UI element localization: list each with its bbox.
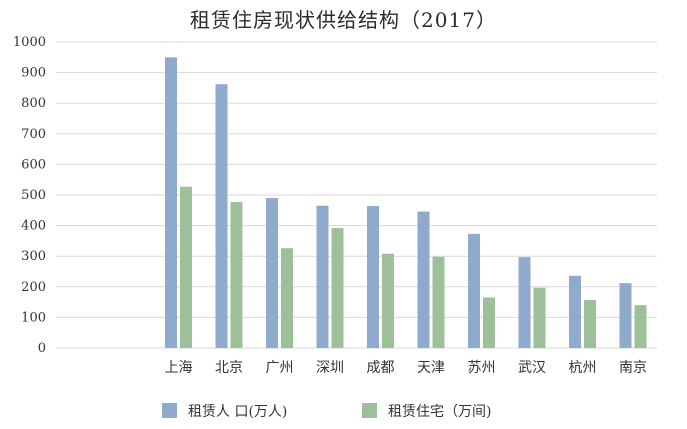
bar-population xyxy=(316,205,329,348)
x-tick-label: 深圳 xyxy=(316,360,344,376)
bar-population xyxy=(569,275,581,348)
legend-swatch xyxy=(362,403,377,418)
y-tick-label: 600 xyxy=(21,157,46,172)
bar-housing xyxy=(483,297,495,348)
x-tick-label: 南京 xyxy=(619,360,647,376)
bar-population xyxy=(266,198,278,348)
x-axis-ticks: 上海 北京 广州 深圳 成都 天津 苏州 武汉 杭州 南京 xyxy=(165,360,648,376)
gridlines xyxy=(56,41,657,349)
bar-housing xyxy=(584,299,596,348)
legend-label: 租赁住宅（万间) xyxy=(388,404,491,420)
bar-housing xyxy=(281,248,293,348)
bar-population xyxy=(518,257,531,348)
bar-population xyxy=(468,233,480,348)
bar-housing xyxy=(634,305,647,348)
bar-population xyxy=(165,57,177,349)
y-tick-label: 500 xyxy=(21,188,46,203)
y-tick-label: 1000 xyxy=(13,35,46,50)
y-tick-label: 400 xyxy=(21,219,46,234)
x-tick-label: 成都 xyxy=(367,360,395,376)
x-tick-label: 上海 xyxy=(165,360,193,376)
y-tick-label: 900 xyxy=(21,66,46,81)
x-tick-label: 杭州 xyxy=(569,360,597,376)
bar-housing xyxy=(533,287,546,348)
bar-housing xyxy=(331,228,344,348)
y-tick-label: 100 xyxy=(21,310,46,325)
legend-label: 租赁人 口(万人) xyxy=(188,404,287,420)
y-tick-label: 0 xyxy=(38,341,46,356)
bar-housing xyxy=(432,256,445,348)
bar-population xyxy=(619,283,632,348)
y-tick-label: 200 xyxy=(21,280,46,295)
y-tick-label: 300 xyxy=(21,249,46,264)
y-axis-ticks: 0 100 200 300 400 500 600 700 800 900 1000 xyxy=(13,35,46,356)
bar-population xyxy=(417,211,430,348)
x-tick-label: 武汉 xyxy=(518,360,546,376)
x-tick-label: 天津 xyxy=(417,360,445,376)
bar-population xyxy=(215,84,228,348)
legend-swatch xyxy=(162,403,177,418)
chart-title: 租赁住房现状供给结构（2017） xyxy=(190,8,497,32)
bar-housing xyxy=(180,186,192,348)
bars xyxy=(165,57,647,349)
x-tick-label: 北京 xyxy=(215,360,243,376)
x-tick-label: 苏州 xyxy=(468,360,496,376)
bar-housing xyxy=(230,202,243,348)
y-tick-label: 800 xyxy=(21,96,46,111)
bar-population xyxy=(367,206,379,348)
bar-housing xyxy=(382,253,394,348)
y-tick-label: 700 xyxy=(21,127,46,142)
x-tick-label: 广州 xyxy=(266,360,294,376)
legend: 租赁人 口(万人) 租赁住宅（万间) xyxy=(162,403,491,420)
